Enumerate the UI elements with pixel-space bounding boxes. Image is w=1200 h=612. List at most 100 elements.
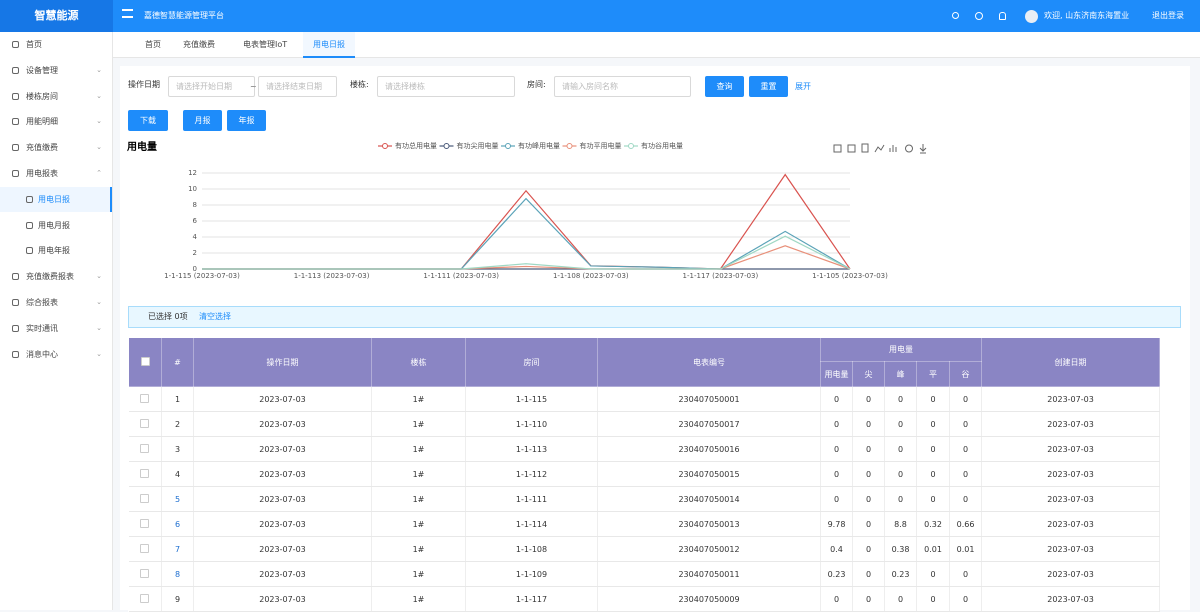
x-tick-label: 1-1-111 (2023-07-03) [423,272,499,280]
table-cell: 230407050017 [598,412,821,437]
table-cell: 0 [950,562,982,587]
table-cell: 2023-07-03 [194,562,372,587]
legend-label[interactable]: 有功平用电量 [580,141,622,150]
table-cell: 1-1-112 [466,462,598,487]
table-cell: 2023-07-03 [982,412,1160,437]
table-cell [129,462,162,487]
table-cell: 0 [853,387,885,412]
table-cell: 0 [885,387,917,412]
table-cell: 0 [917,487,950,512]
row-checkbox[interactable] [140,569,149,578]
table-cell: 230407050013 [598,512,821,537]
clear-selection[interactable]: 清空选择 [199,307,231,327]
table-cell: 1# [372,387,466,412]
table-cell: 0 [885,587,917,612]
y-tick-label: 12 [188,169,197,177]
table-cell: 0 [917,437,950,462]
chart: 用电量 0246810121-1-115 (2023-07-03)1-1-113… [0,0,1200,300]
table-cell: 0 [885,412,917,437]
row-checkbox[interactable] [140,594,149,603]
table-cell: 0 [853,562,885,587]
row-checkbox[interactable] [140,494,149,503]
table-cell: 1-1-111 [466,487,598,512]
table-cell [129,537,162,562]
menu-item[interactable]: 消息中心⌄ [0,342,112,367]
tool-icon[interactable] [834,145,841,152]
x-tick-label: 1-1-108 (2023-07-03) [553,272,629,280]
table-cell: 0 [885,437,917,462]
table-cell: 2023-07-03 [982,462,1160,487]
table-cell: 230407050011 [598,562,821,587]
table-cell: 2023-07-03 [982,537,1160,562]
table-cell: 0.66 [950,512,982,537]
tool-icon[interactable] [848,145,855,152]
table-cell: 2023-07-03 [194,537,372,562]
table-cell: 0.38 [885,537,917,562]
legend-label[interactable]: 有功峰用电量 [518,141,560,150]
table-cell: 0 [950,437,982,462]
legend-symbol [506,144,511,149]
row-checkbox[interactable] [140,444,149,453]
menu-icon [12,299,19,306]
table-cell: 230407050009 [598,587,821,612]
x-tick-label: 1-1-117 (2023-07-03) [683,272,759,280]
legend-label[interactable]: 有功谷用电量 [641,141,683,150]
legend-symbol [444,144,449,149]
table-cell: 0 [917,387,950,412]
table-cell: 1-1-108 [466,537,598,562]
table-cell: 2023-07-03 [194,387,372,412]
legend-label[interactable]: 有功尖用电量 [457,141,499,150]
table-row: 52023-07-031#1-1-11123040705001400000202… [129,487,1160,512]
header-cell: 峰 [885,362,917,387]
row-checkbox[interactable] [140,394,149,403]
tool-icon[interactable] [906,145,913,152]
legend-label[interactable]: 有功总用电量 [395,141,437,150]
table-cell: 0 [917,462,950,487]
row-checkbox[interactable] [140,519,149,528]
table-cell: 0 [821,462,853,487]
table-cell [129,487,162,512]
select-all[interactable] [141,357,150,366]
table-row: 92023-07-031#1-1-11723040705000900000202… [129,587,1160,612]
table-row: 12023-07-031#1-1-11523040705000100000202… [129,387,1160,412]
tool-icon[interactable] [890,145,896,152]
table-row: 42023-07-031#1-1-11223040705001500000202… [129,462,1160,487]
table-cell: 2023-07-03 [982,387,1160,412]
header-cell [129,338,162,387]
row-checkbox[interactable] [140,419,149,428]
y-tick-label: 4 [193,233,198,241]
table-cell: 9.78 [821,512,853,537]
table-cell: 7 [162,537,194,562]
tool-icon[interactable] [920,144,926,153]
menu-icon [12,351,19,358]
table-row: 62023-07-031#1-1-1142304070500139.7808.8… [129,512,1160,537]
table-cell: 3 [162,437,194,462]
table-cell: 0 [950,387,982,412]
table-cell: 0.23 [821,562,853,587]
table-cell: 0 [950,587,982,612]
table-cell: 1# [372,412,466,437]
table-cell: 1# [372,462,466,487]
table-cell: 1-1-115 [466,387,598,412]
table-cell: 1 [162,387,194,412]
table-cell: 0 [853,587,885,612]
header-row: #操作日期楼栋房间电表编号用电量创建日期 [129,338,1160,362]
table-cell: 0.23 [885,562,917,587]
table-cell [129,562,162,587]
menu-item[interactable]: 实时通讯⌄ [0,316,112,341]
legend-symbol [567,144,572,149]
row-checkbox[interactable] [140,469,149,478]
table-cell: 0.01 [917,537,950,562]
y-tick-label: 6 [193,217,198,225]
table-cell: 5 [162,487,194,512]
tool-icon[interactable] [875,145,884,152]
table-cell: 230407050014 [598,487,821,512]
table-cell: 2023-07-03 [982,437,1160,462]
table-cell: 1# [372,587,466,612]
row-checkbox[interactable] [140,544,149,553]
table-cell: 0 [821,487,853,512]
table-cell: 0 [821,437,853,462]
tool-icon[interactable] [862,144,868,152]
table-cell [129,437,162,462]
